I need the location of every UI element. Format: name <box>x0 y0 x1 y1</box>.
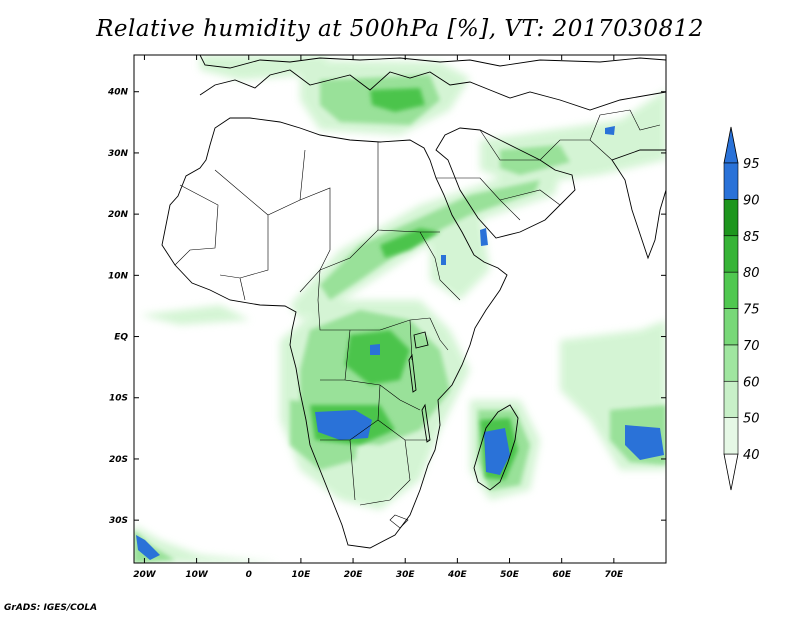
colorbar-label: 60 <box>743 375 760 390</box>
humidity-max-congo <box>370 344 380 355</box>
colorbar-segment <box>723 308 739 346</box>
map-title: Relative humidity at 500hPa [%], VT: 201… <box>96 16 704 42</box>
lake-malawi <box>421 403 431 443</box>
humidity-max-indian-ocean <box>625 425 664 460</box>
lake-victoria <box>413 331 429 349</box>
colorbar-label: 75 <box>743 303 760 318</box>
colorbar: 40 50 60 70 75 80 85 90 95 <box>723 126 760 491</box>
colorbar-segment <box>723 199 739 237</box>
humidity-max-madagascar <box>484 428 510 475</box>
colorbar-segment <box>723 162 739 200</box>
humidity-max-zambia <box>315 410 372 440</box>
humidity-peak-congo <box>345 330 410 385</box>
longitude-label: 20W <box>133 570 157 580</box>
latitude-ticks <box>134 91 666 521</box>
colorbar-segment <box>723 417 739 455</box>
latitude-label: 20S <box>109 455 128 465</box>
longitude-label: 70E <box>604 570 624 580</box>
humidity-max-ethiopia-west <box>441 255 446 265</box>
humidity-area-southwest <box>134 525 280 563</box>
colorbar-label: 50 <box>743 412 760 427</box>
map-frame <box>133 54 667 564</box>
colorbar-label: 85 <box>743 230 760 245</box>
humidity-max-ethiopia <box>480 228 488 246</box>
latitude-labels: 40N 30N 20N 10N EQ 10S 20S 30S <box>107 88 129 526</box>
colorbar-segment <box>723 235 739 273</box>
colorbar-label: 40 <box>743 448 760 463</box>
country-borders <box>174 109 661 529</box>
latitude-label: 30S <box>109 516 128 526</box>
humidity-peak-band <box>380 228 440 258</box>
europe-coastline <box>199 69 666 111</box>
colorbar-label: 90 <box>743 193 760 208</box>
longitude-label: 0 <box>246 570 252 580</box>
colorbar-under-arrow <box>723 453 739 491</box>
humidity-peak-mediterranean <box>370 88 425 112</box>
longitude-label: 30E <box>396 570 416 580</box>
humidity-max-southwest <box>136 535 160 560</box>
latitude-label: 10S <box>109 394 128 404</box>
latitude-label: 30N <box>108 149 129 159</box>
grads-credit: GrADS: IGES/COLA <box>4 603 98 613</box>
longitude-label: 50E <box>500 570 520 580</box>
colorbar-label: 80 <box>743 266 760 281</box>
europe-north-coastline <box>199 55 666 69</box>
border-lines <box>174 142 461 506</box>
africa-coastline <box>161 117 508 549</box>
colorbar-over-arrow <box>723 126 739 164</box>
coastlines <box>161 55 666 549</box>
colorbar-segment <box>723 271 739 309</box>
humidity-field <box>134 55 666 563</box>
colorbar-segment <box>723 344 739 382</box>
latitude-label: EQ <box>114 333 128 343</box>
longitude-label: 40E <box>447 570 468 580</box>
colorbar-label: 95 <box>743 157 760 172</box>
latitude-label: 20N <box>108 210 129 220</box>
india-coastline <box>611 149 666 260</box>
humidity-core-band <box>320 180 540 300</box>
latitude-label: 10N <box>108 271 129 281</box>
colorbar-label: 70 <box>743 339 760 354</box>
longitude-label: 20E <box>344 570 364 580</box>
humidity-area-atlantic <box>140 305 250 325</box>
colorbar-segment <box>723 380 739 418</box>
longitude-labels: 20W 10W 0 10E 20E 30E 40E 50E 60E 70E <box>133 570 624 580</box>
longitude-label: 60E <box>552 570 572 580</box>
humidity-area-band <box>290 175 560 320</box>
border-lines-2 <box>389 109 661 529</box>
humidity-max-iran <box>605 126 615 135</box>
longitude-ticks <box>143 55 615 563</box>
humidity-area-east-africa <box>430 210 490 300</box>
longitude-label: 10E <box>292 570 312 580</box>
lake-tanganyika <box>408 353 417 393</box>
madagascar-coastline <box>473 404 519 491</box>
arabia-coastline <box>435 127 576 239</box>
longitude-label: 10W <box>185 570 209 580</box>
latitude-label: 40N <box>107 88 129 98</box>
